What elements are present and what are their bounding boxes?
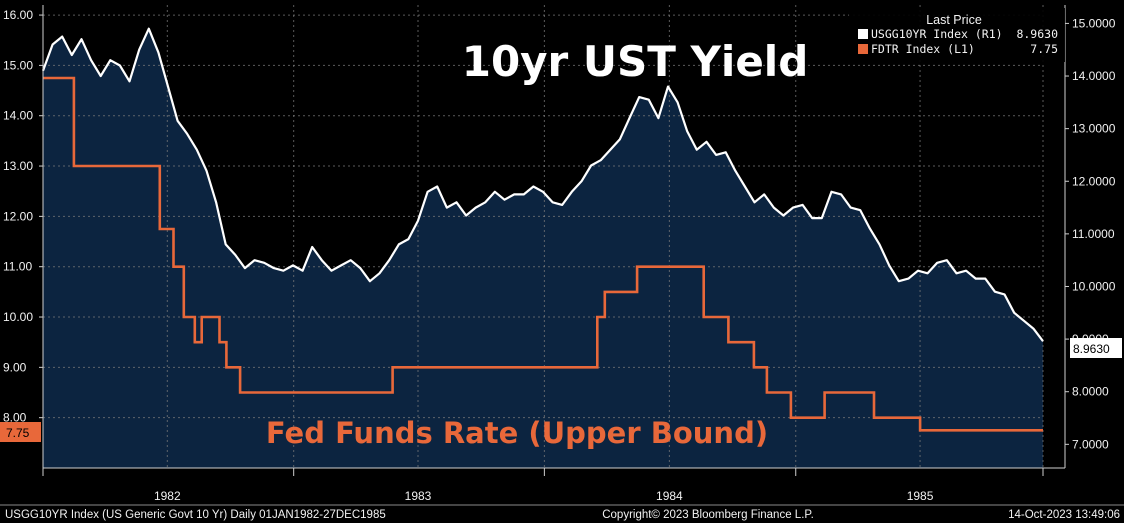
- left-tick-label: 8.00: [3, 411, 27, 425]
- left-tick-label: 14.00: [3, 109, 33, 123]
- legend-header: Last Price: [926, 13, 982, 27]
- right-tick-label: 14.0000: [1072, 69, 1116, 83]
- last-value-tag-fed: 7.75: [0, 422, 41, 442]
- x-tick-label: 1982: [154, 489, 181, 503]
- x-tick-label: 1985: [907, 489, 934, 503]
- right-tick-label: 11.0000: [1072, 227, 1115, 241]
- legend-value-ust: 8.9630: [1016, 27, 1058, 41]
- fed-funds-annotation: Fed Funds Rate (Upper Bound): [266, 416, 768, 450]
- footer-copyright: Copyright© 2023 Bloomberg Finance L.P.: [602, 509, 814, 521]
- legend-label-fed: FDTR Index (L1): [871, 42, 975, 56]
- right-tick-label: 12.0000: [1072, 174, 1116, 188]
- ust-yield-area: [43, 28, 1043, 468]
- x-axis-ticks: 1982 1983 1984 1985: [42, 468, 1044, 503]
- last-value-label-fed: 7.75: [6, 426, 30, 440]
- right-tick-label: 7.0000: [1072, 437, 1109, 451]
- left-axis-ticks: 16.00 15.00 14.00 13.00 12.00 11.00 10.00 9.00 8…: [3, 8, 43, 425]
- left-tick-label: 11.00: [3, 260, 32, 274]
- legend-value-fed: 7.75: [1030, 42, 1058, 56]
- legend-label-ust: USGG10YR Index (R1): [871, 27, 1003, 41]
- right-axis-ticks: 15.0000 14.0000 13.0000 12.0000 11.0000 10.00…: [1065, 16, 1116, 451]
- last-value-tag-ust: 8.9630: [1070, 338, 1122, 358]
- left-tick-label: 9.00: [3, 360, 27, 374]
- chart-title: 10yr UST Yield: [462, 37, 809, 86]
- right-tick-label: 13.0000: [1072, 122, 1116, 136]
- gridlines-overlay: [42, 5, 1044, 468]
- x-tick-label: 1984: [656, 489, 683, 503]
- left-tick-label: 10.00: [3, 310, 33, 324]
- axes: [0, 5, 1124, 506]
- footer: USGG10YR Index (US Generic Govt 10 Yr) D…: [5, 509, 1120, 521]
- fed-funds-line: [43, 76, 1043, 432]
- legend-swatch-fed: [858, 44, 868, 54]
- last-value-box-ust: [1070, 338, 1122, 358]
- left-tick-label: 16.00: [3, 8, 33, 22]
- footer-timestamp: 14-Oct-2023 13:49:06: [1008, 509, 1120, 521]
- right-tick-label: 8.0000: [1072, 385, 1109, 399]
- legend-box: [849, 8, 1065, 62]
- x-tick-label: 1983: [405, 489, 432, 503]
- right-tick-label: 10.0000: [1072, 279, 1116, 293]
- last-value-box-fed: [0, 422, 41, 442]
- ust-yield-line: [41, 27, 1044, 342]
- legend-swatch-ust: [858, 29, 868, 39]
- left-tick-label: 13.00: [3, 159, 33, 173]
- last-value-label-ust: 8.9630: [1073, 342, 1110, 356]
- footer-left: USGG10YR Index (US Generic Govt 10 Yr) D…: [5, 509, 386, 521]
- right-tick-label: 15.0000: [1072, 16, 1116, 30]
- left-tick-label: 15.00: [3, 58, 33, 72]
- left-tick-label: 12.00: [3, 209, 33, 223]
- legend: Last Price USGG10YR Index (R1) 8.9630 FD…: [849, 8, 1065, 62]
